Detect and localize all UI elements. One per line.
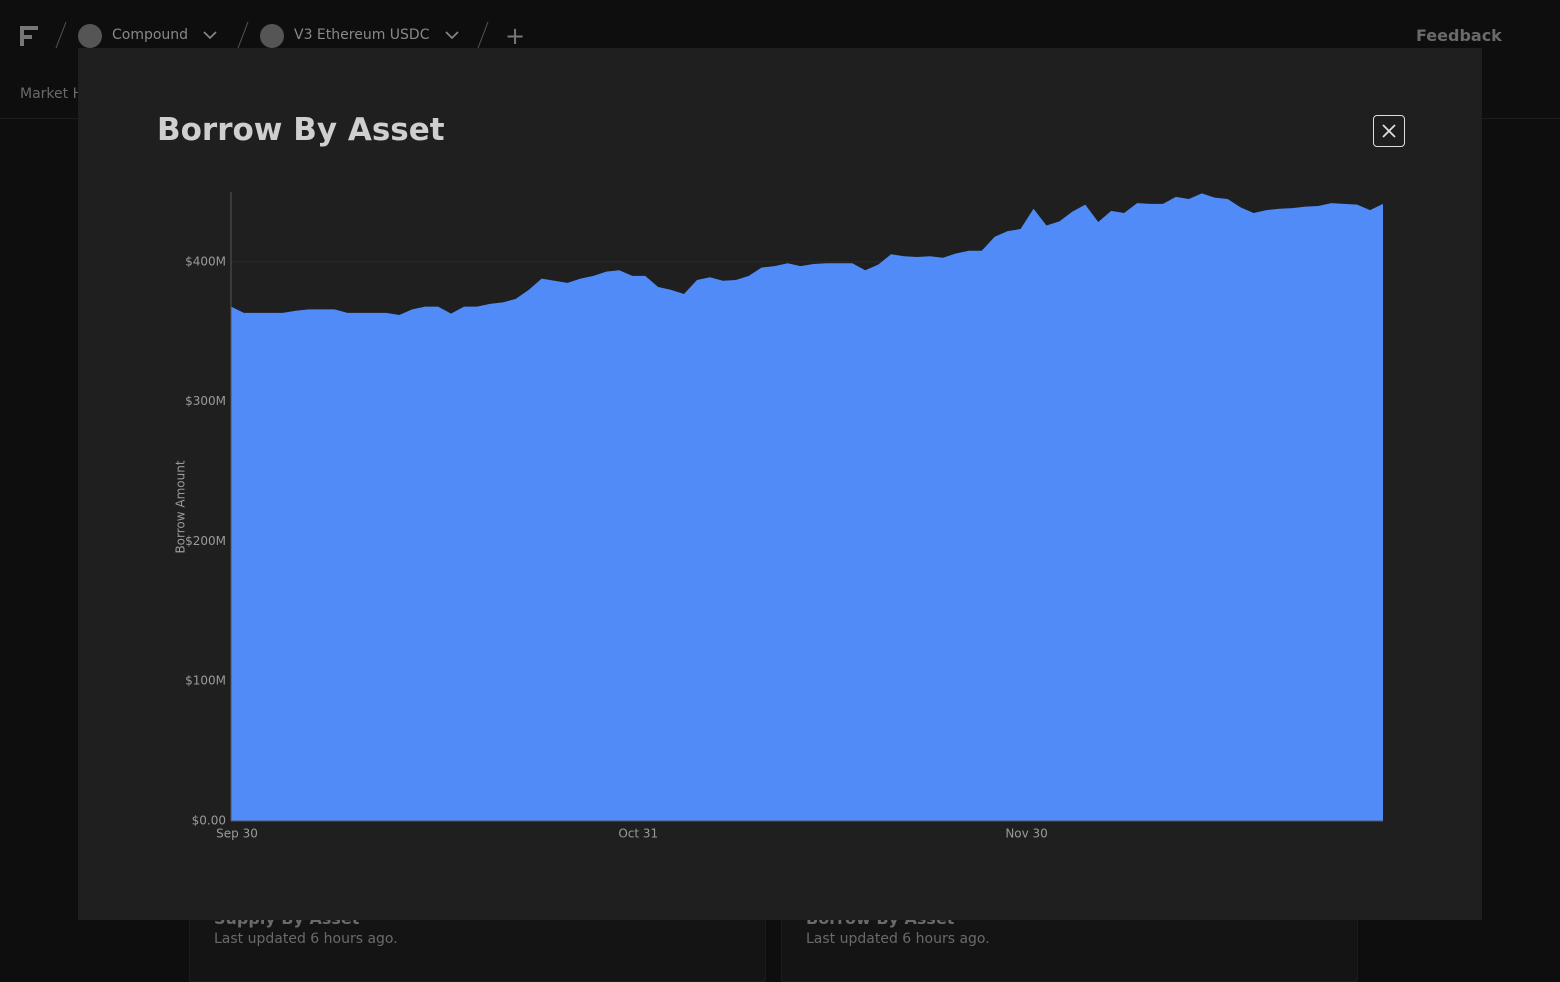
modal-title: Borrow By Asset xyxy=(157,112,445,148)
x-tick-label: Nov 30 xyxy=(1005,827,1048,841)
market[interactable]: V3 Ethereum USDC xyxy=(294,27,430,43)
y-axis-label: Borrow Amount xyxy=(174,460,188,553)
protocol[interactable]: Compound xyxy=(112,27,189,43)
y-tick-label: $100M xyxy=(185,674,226,688)
area xyxy=(231,193,1383,822)
y-tick-label: $300M xyxy=(185,394,226,408)
logo[interactable] xyxy=(18,24,42,48)
breadcrumb-icons xyxy=(55,21,489,49)
card-updated: Last updated 6 hours ago. xyxy=(214,931,398,947)
modal: Borrow By Asset $0.00 $100M $200M $300M $400… xyxy=(78,48,1482,920)
close-icon xyxy=(1382,124,1396,138)
chart: $0.00 $100M $200M $300M $400M Sep 30 Oct 31 Nov… xyxy=(174,192,1383,841)
tab[interactable]: Market H xyxy=(20,86,84,102)
feedback[interactable]: Feedback xyxy=(1416,26,1502,45)
y-tick-label: $200M xyxy=(185,534,226,548)
card-updated: Last updated 6 hours ago. xyxy=(806,931,990,947)
y-tick-label: $400M xyxy=(185,254,226,268)
x-tick-label: Oct 31 xyxy=(618,827,658,841)
add-button[interactable]: + xyxy=(505,22,526,50)
y-tick-label: $0.00 xyxy=(192,814,226,828)
x-tick-label: Sep 30 xyxy=(216,827,258,841)
close-button[interactable] xyxy=(1373,115,1405,147)
